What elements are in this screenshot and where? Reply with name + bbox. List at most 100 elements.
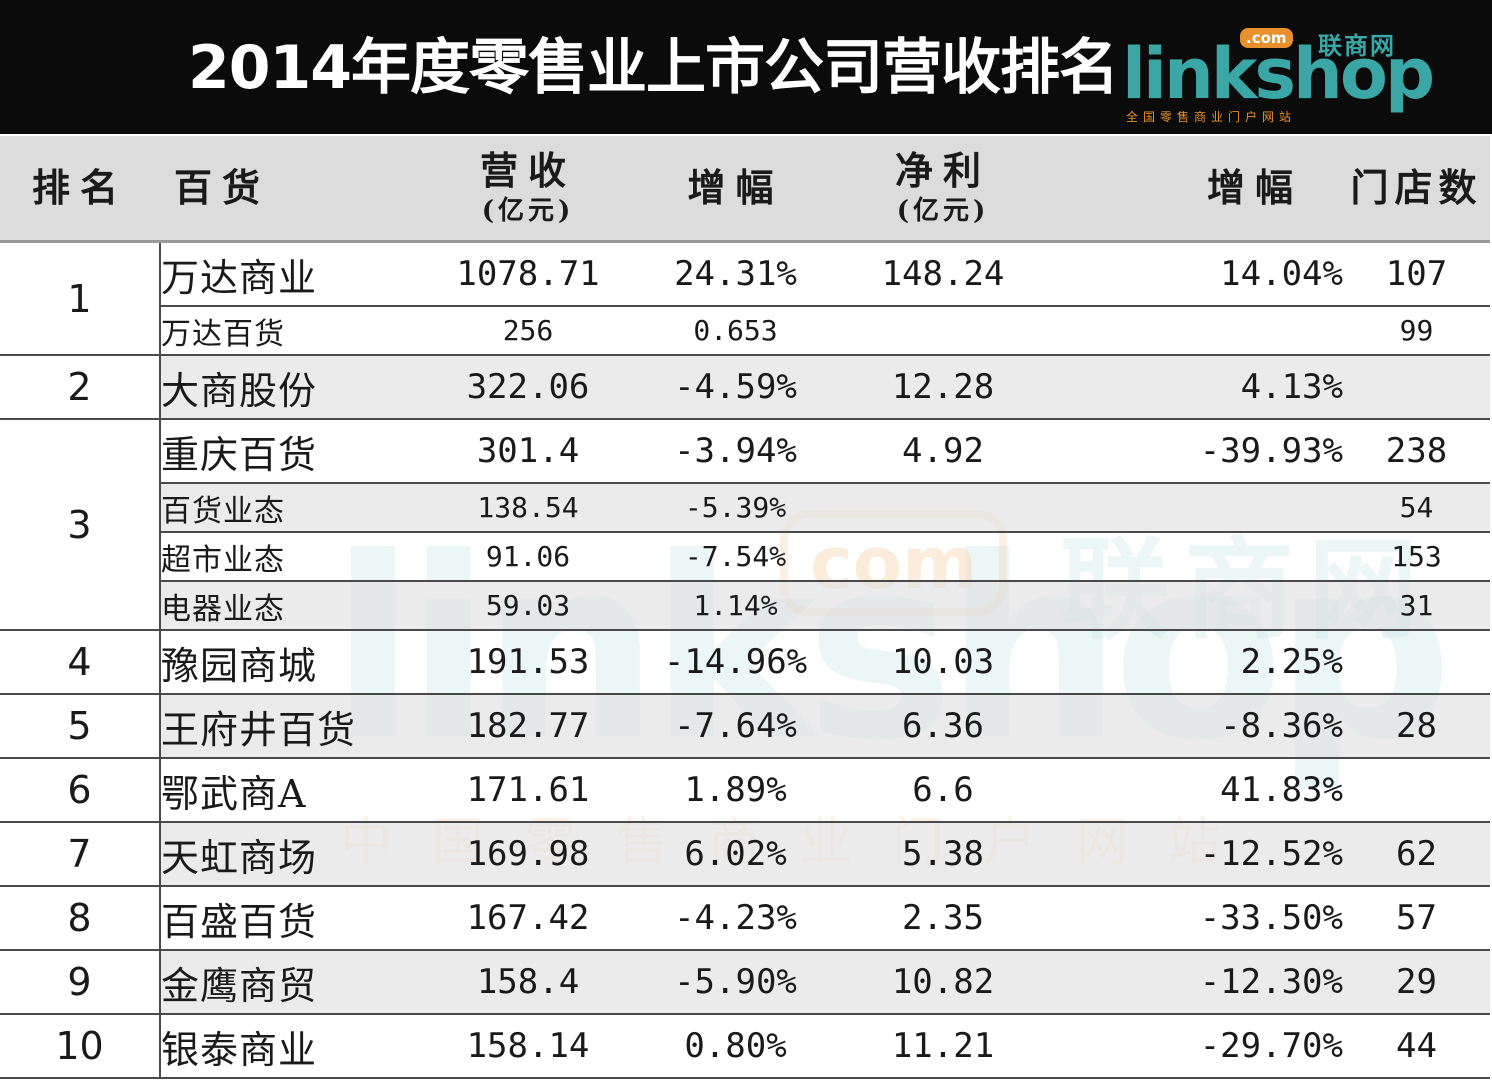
rank-cell: 10 — [0, 1014, 161, 1079]
logo-com-badge: .com — [1240, 28, 1293, 48]
profit-growth-cell: 14.04% — [1043, 241, 1343, 307]
rank-cell: 1 — [0, 241, 161, 356]
stores-cell: 54 — [1343, 483, 1490, 533]
company-name: 电器业态 — [160, 581, 428, 631]
page-title: 2014年度零售业上市公司营收排名 — [188, 33, 1119, 103]
stores-cell: 107 — [1343, 241, 1490, 307]
ranking-table: 排名 百货 营收 (亿元) 增幅 净利 (亿元) 增幅 门店数 1 万达商业 107… — [0, 136, 1490, 1079]
profit-growth-cell — [1043, 532, 1343, 582]
rank-cell: 5 — [0, 694, 161, 759]
profit-growth-cell — [1043, 483, 1343, 533]
growth-cell: 6.02% — [628, 822, 843, 887]
profit-cell — [843, 306, 1043, 356]
table-row: 4 豫园商城 191.53 -14.96% 10.03 2.25% — [0, 630, 1490, 695]
table-header-row: 排名 百货 营收 (亿元) 增幅 净利 (亿元) 增幅 门店数 — [0, 136, 1490, 243]
company-name: 银泰商业 — [160, 1014, 428, 1079]
rank-cell: 7 — [0, 822, 161, 887]
stores-cell: 62 — [1343, 822, 1490, 887]
table-row: 百货业态 138.54 -5.39% 54 — [0, 483, 1490, 533]
stores-cell: 28 — [1343, 694, 1490, 759]
revenue-cell: 158.4 — [428, 950, 628, 1015]
revenue-cell: 167.42 — [428, 886, 628, 951]
rank-cell: 9 — [0, 950, 161, 1015]
linkshop-logo: linkshop .com 联商网 全国零售商业门户网站 — [1122, 26, 1442, 126]
growth-cell: -7.64% — [628, 694, 843, 759]
profit-growth-cell: -12.30% — [1043, 950, 1343, 1015]
profit-growth-cell — [1043, 581, 1343, 631]
header-profit-unit: (亿元) — [896, 196, 990, 226]
growth-cell: 0.80% — [628, 1014, 843, 1079]
header-profit-growth: 增幅 — [1043, 136, 1343, 243]
profit-cell: 2.35 — [843, 886, 1043, 951]
revenue-cell: 91.06 — [428, 532, 628, 582]
profit-cell: 12.28 — [843, 355, 1043, 420]
revenue-cell: 256 — [428, 306, 628, 356]
stores-cell: 57 — [1343, 886, 1490, 951]
stores-cell — [1343, 758, 1490, 823]
profit-growth-cell: -29.70% — [1043, 1014, 1343, 1079]
revenue-cell: 182.77 — [428, 694, 628, 759]
profit-cell: 148.24 — [843, 241, 1043, 307]
stores-cell: 29 — [1343, 950, 1490, 1015]
profit-growth-cell — [1043, 306, 1343, 356]
stores-cell: 44 — [1343, 1014, 1490, 1079]
table-row: 2 大商股份 322.06 -4.59% 12.28 4.13% — [0, 355, 1490, 420]
revenue-cell: 158.14 — [428, 1014, 628, 1079]
company-name: 大商股份 — [160, 355, 428, 420]
profit-cell: 10.03 — [843, 630, 1043, 695]
growth-cell: 1.14% — [628, 581, 843, 631]
rank-cell: 4 — [0, 630, 161, 695]
revenue-cell: 301.4 — [428, 419, 628, 484]
stores-cell — [1343, 630, 1490, 695]
growth-cell: -4.59% — [628, 355, 843, 420]
table-row: 6 鄂武商A 171.61 1.89% 6.6 41.83% — [0, 758, 1490, 823]
table-row: 1 万达商业 1078.71 24.31% 148.24 14.04% 107 — [0, 241, 1490, 356]
profit-cell — [843, 532, 1043, 582]
table-row: 3 重庆百货 301.4 -3.94% 4.92 -39.93% 238 — [0, 419, 1490, 631]
profit-cell: 11.21 — [843, 1014, 1043, 1079]
header-profit: 净利 (亿元) — [843, 136, 1043, 243]
revenue-cell: 169.98 — [428, 822, 628, 887]
company-name: 豫园商城 — [160, 630, 428, 695]
profit-cell: 6.36 — [843, 694, 1043, 759]
revenue-cell: 59.03 — [428, 581, 628, 631]
revenue-cell: 1078.71 — [428, 241, 628, 307]
table-row: 万达百货 256 0.653 99 — [0, 306, 1490, 356]
revenue-cell: 138.54 — [428, 483, 628, 533]
company-name: 鄂武商A — [160, 758, 428, 823]
growth-cell: 0.653 — [628, 306, 843, 356]
growth-cell: 1.89% — [628, 758, 843, 823]
stores-cell — [1343, 355, 1490, 420]
profit-growth-cell: 4.13% — [1043, 355, 1343, 420]
rank-cell: 2 — [0, 355, 161, 420]
company-name: 百盛百货 — [160, 886, 428, 951]
header-rank: 排名 — [0, 136, 160, 243]
profit-growth-cell: 41.83% — [1043, 758, 1343, 823]
growth-cell: -3.94% — [628, 419, 843, 484]
profit-growth-cell: 2.25% — [1043, 630, 1343, 695]
profit-growth-cell: -8.36% — [1043, 694, 1343, 759]
company-name: 王府井百货 — [160, 694, 428, 759]
rank-cell: 3 — [0, 419, 161, 631]
profit-cell — [843, 483, 1043, 533]
growth-cell: 24.31% — [628, 241, 843, 307]
revenue-cell: 171.61 — [428, 758, 628, 823]
stores-cell: 153 — [1343, 532, 1490, 582]
profit-cell: 5.38 — [843, 822, 1043, 887]
logo-tagline: 全国零售商业门户网站 — [1126, 110, 1297, 124]
header-growth: 增幅 — [628, 136, 843, 243]
header-revenue-label: 营收 — [479, 148, 576, 193]
rank-cell: 6 — [0, 758, 161, 823]
company-name: 重庆百货 — [160, 419, 428, 484]
growth-cell: -4.23% — [628, 886, 843, 951]
growth-cell: -5.39% — [628, 483, 843, 533]
table-row: 超市业态 91.06 -7.54% 153 — [0, 532, 1490, 582]
table-row: 7 天虹商场 169.98 6.02% 5.38 -12.52% 62 — [0, 822, 1490, 887]
header-name: 百货 — [160, 136, 428, 243]
header-profit-label: 净利 — [894, 148, 991, 193]
growth-cell: -14.96% — [628, 630, 843, 695]
growth-cell: -7.54% — [628, 532, 843, 582]
profit-cell — [843, 581, 1043, 631]
company-name: 万达百货 — [160, 306, 428, 356]
revenue-cell: 191.53 — [428, 630, 628, 695]
